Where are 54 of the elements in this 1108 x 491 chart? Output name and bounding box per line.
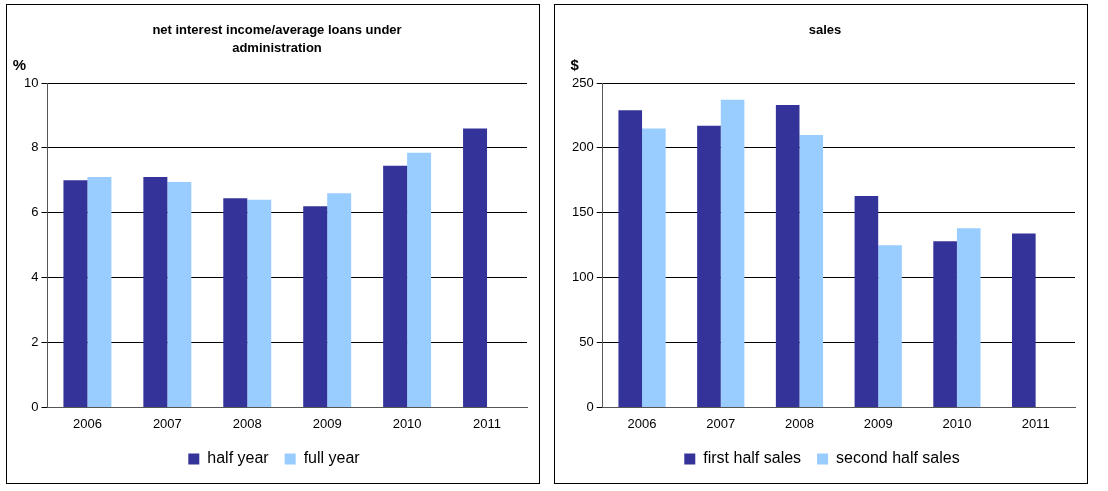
bar bbox=[383, 165, 408, 407]
bar bbox=[1012, 233, 1036, 407]
y-tick-label: 8 bbox=[31, 139, 39, 155]
y-tick-label: 2 bbox=[31, 334, 39, 350]
bar bbox=[223, 198, 248, 407]
y-tick-label: 100 bbox=[571, 269, 594, 285]
y-tick-label: 4 bbox=[31, 269, 39, 285]
legend-label: first half sales bbox=[703, 449, 802, 467]
x-tick-label: 2009 bbox=[863, 415, 893, 431]
y-axis-title: % bbox=[12, 55, 27, 73]
x-tick-label: 2010 bbox=[942, 415, 972, 431]
chart-title: sales bbox=[807, 21, 843, 39]
legend-label: full year bbox=[303, 449, 361, 467]
bar bbox=[143, 177, 168, 407]
bar bbox=[878, 245, 902, 407]
x-tick-label: 2010 bbox=[392, 415, 422, 431]
bar bbox=[63, 180, 88, 407]
bar bbox=[720, 99, 745, 407]
x-tick-label: 2011 bbox=[473, 415, 502, 431]
y-axis-title: $ bbox=[570, 55, 580, 73]
chart-title: net interest income/average loans under administration bbox=[151, 21, 403, 57]
bar bbox=[775, 105, 800, 407]
y-tick-label: 250 bbox=[571, 74, 594, 90]
x-tick-label: 2008 bbox=[785, 415, 814, 431]
legend-label: half year bbox=[207, 449, 270, 467]
x-tick-label: 2008 bbox=[232, 415, 262, 431]
x-tick-label: 2006 bbox=[72, 415, 102, 431]
bar bbox=[407, 152, 432, 407]
bar bbox=[87, 177, 112, 407]
bar bbox=[956, 228, 981, 407]
bar bbox=[303, 206, 328, 407]
bar bbox=[642, 128, 666, 407]
y-tick-label: 6 bbox=[31, 204, 39, 220]
bar bbox=[933, 241, 957, 407]
y-tick-label: 10 bbox=[23, 74, 39, 90]
y-tick-label: 150 bbox=[571, 204, 594, 220]
y-tick-label: 0 bbox=[31, 398, 39, 414]
bar bbox=[327, 193, 352, 407]
bar bbox=[854, 195, 879, 407]
y-tick-label: 0 bbox=[586, 398, 594, 414]
bar bbox=[167, 181, 192, 407]
x-tick-label: 2007 bbox=[152, 415, 182, 431]
bar bbox=[463, 128, 488, 407]
x-tick-label: 2006 bbox=[627, 415, 657, 431]
bar bbox=[247, 199, 272, 407]
x-tick-label: 2009 bbox=[312, 415, 342, 431]
y-tick-label: 50 bbox=[579, 334, 594, 350]
legend-label: second half sales bbox=[836, 449, 960, 467]
x-tick-label: 2011 bbox=[1021, 415, 1050, 431]
bar bbox=[799, 134, 824, 407]
y-tick-label: 200 bbox=[571, 139, 594, 155]
bar bbox=[697, 125, 721, 407]
bar bbox=[618, 110, 643, 407]
x-tick-label: 2007 bbox=[706, 415, 736, 431]
